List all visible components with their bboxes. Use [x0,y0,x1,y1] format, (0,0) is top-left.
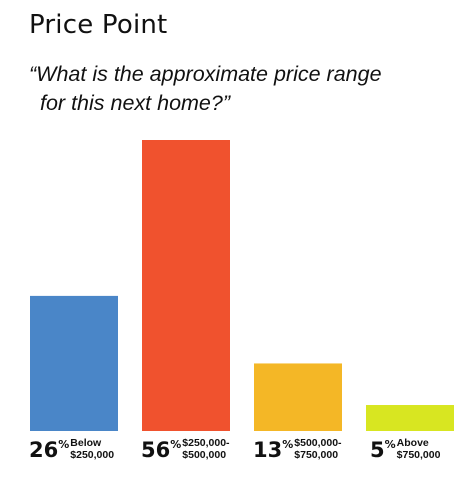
category-label: $500,000- $750,000 [294,437,342,461]
data-label-2: 56 % $250,000- $500,000 [141,437,230,470]
category-line-2: $750,000 [294,448,339,461]
percent-sign: % [282,438,294,451]
percent-sign: % [58,438,70,451]
percent-value: 26 [29,438,59,462]
category-line-2: $750,000 [396,448,441,461]
data-label-1: 26 % Below $250,000 [29,437,115,470]
question-line-2: for this next home?” [40,91,231,115]
survey-question: “What is the approximate price range for… [29,60,469,118]
category-line-1: Above [396,437,429,449]
category-line-1: Below [70,437,102,449]
category-line-1: $250,000- [182,437,230,449]
category-label: Above $750,000 [396,437,441,461]
percent-value: 13 [253,438,283,462]
category-label: Below $250,000 [70,437,115,461]
bar-2 [142,140,230,431]
category-line-2: $250,000 [70,448,115,461]
percent-value: 56 [141,438,171,462]
category-label: $250,000- $500,000 [182,437,230,461]
category-line-2: $500,000 [182,448,227,461]
data-label-4: 5 % Above $750,000 [370,437,441,470]
bar-1 [30,295,118,431]
percent-sign: % [384,438,396,451]
bar-3 [254,363,342,431]
bar-4 [366,405,454,431]
chart-title: Price Point [29,10,168,40]
percent-sign: % [170,438,182,451]
category-line-1: $500,000- [294,437,342,449]
data-label-3: 13 % $500,000- $750,000 [253,437,342,470]
question-line-1: “What is the approximate price range [29,62,382,86]
percent-value: 5 [370,438,385,462]
